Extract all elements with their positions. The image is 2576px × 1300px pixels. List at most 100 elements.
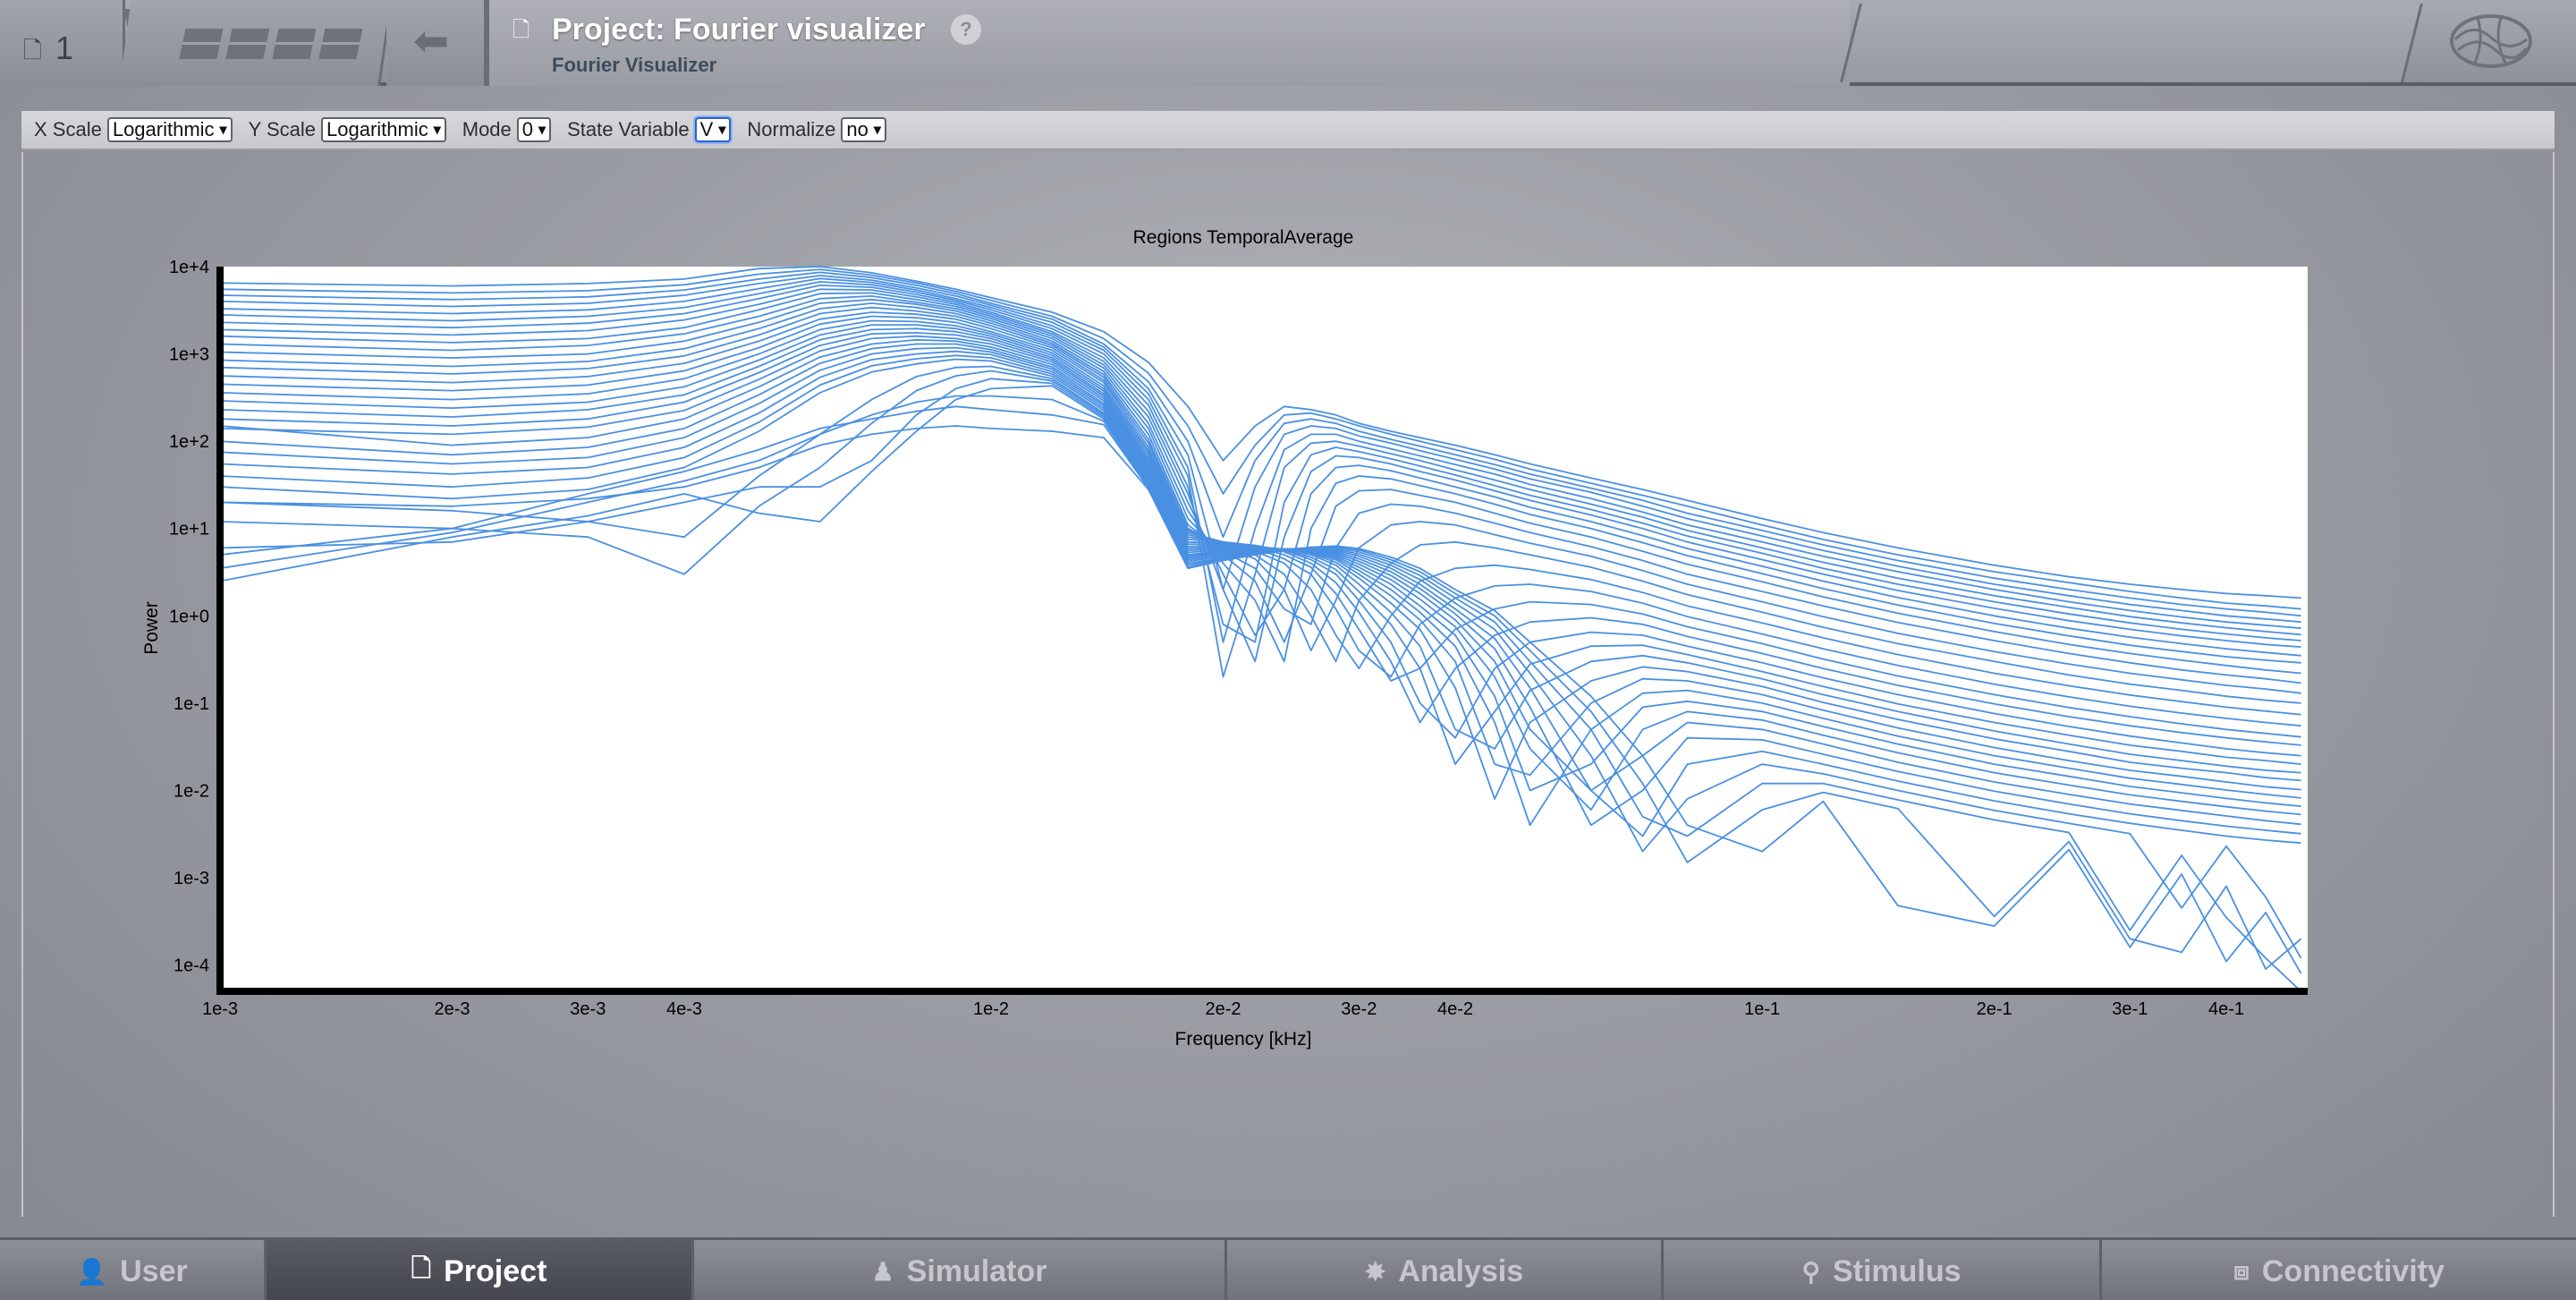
series-line-31	[219, 395, 2302, 992]
tile-icon	[318, 29, 363, 59]
series-line-22	[219, 343, 2301, 800]
bottom-navigation: 👤 User 🗋 Project ♟ Simulator ✸ Analysis …	[0, 1237, 2576, 1300]
series-line-20	[219, 335, 2301, 765]
series-line-23	[219, 346, 2301, 791]
x-scale-select[interactable]: Logarithmic ▾	[106, 117, 233, 142]
series-line-27	[219, 365, 2301, 826]
nav-connectivity-label: Connectivity	[2261, 1253, 2445, 1288]
y-tick-label: 1e+4	[169, 258, 209, 277]
project-document-icon: 🗋	[513, 18, 530, 42]
y-tick-label: 1e+2	[169, 432, 209, 452]
page-title: Project: Fourier visualizer	[552, 13, 926, 47]
location-pin-icon: ⚲	[1801, 1257, 1820, 1286]
x-tick-label: 2e-2	[1205, 999, 1241, 1019]
chevron-down-icon: ▾	[718, 123, 726, 138]
state-variable-label: State Variable	[567, 118, 690, 140]
series-line-5	[219, 277, 2301, 643]
x-tick-label: 2e-1	[1977, 999, 2012, 1019]
series-line-6	[219, 281, 2301, 678]
nav-project-label: Project	[444, 1253, 547, 1288]
mode-select[interactable]: 0 ▾	[516, 117, 552, 142]
y-tick-label: 1e-3	[174, 869, 209, 888]
chevron-down-icon: ▾	[873, 123, 881, 138]
nav-user-label: User	[120, 1253, 188, 1288]
x-tick-label: 3e-2	[1341, 999, 1377, 1019]
tile-icon	[225, 29, 270, 59]
plot-toolbar: X Scale Logarithmic ▾ Y Scale Logarithmi…	[21, 111, 2555, 150]
y-scale-label: Y Scale	[248, 118, 316, 140]
x-tick-label: 4e-1	[2208, 999, 2244, 1019]
page-subtitle: Fourier Visualizer	[552, 54, 717, 76]
y-tick-label: 1e+0	[169, 607, 209, 626]
series-line-17	[219, 324, 2301, 738]
y-tick-label: 1e-4	[174, 956, 209, 976]
nav-simulator-label: Simulator	[906, 1253, 1047, 1288]
mode-label: Mode	[462, 118, 512, 140]
x-scale-control: X Scale Logarithmic ▾	[34, 117, 233, 142]
series-line-12	[219, 302, 2301, 684]
x-axis-label: Frequency [kHz]	[1175, 1029, 1312, 1049]
project-counter[interactable]: 🗋 1	[0, 0, 125, 86]
normalize-control: Normalize no ▾	[747, 117, 886, 142]
series-line-33	[219, 425, 2302, 974]
series-line-32	[219, 405, 2302, 970]
series-line-1	[219, 266, 2301, 599]
connectivity-icon: ⧈	[2233, 1256, 2250, 1285]
project-counter-value: 1	[55, 30, 74, 66]
y-scale-select[interactable]: Logarithmic ▾	[321, 117, 446, 142]
user-icon: 👤	[76, 1257, 108, 1286]
normalize-label: Normalize	[747, 118, 836, 140]
series-line-4	[219, 275, 2301, 624]
gear-icon: ✸	[1364, 1257, 1386, 1286]
nav-user[interactable]: 👤 User	[0, 1240, 267, 1300]
series-line-16	[219, 319, 2301, 727]
x-tick-label: 3e-3	[570, 999, 606, 1019]
help-icon[interactable]: ?	[951, 14, 981, 45]
document-icon: 🗋	[23, 37, 42, 64]
nav-analysis-label: Analysis	[1398, 1253, 1524, 1288]
tile-icon	[179, 29, 224, 59]
x-scale-label: X Scale	[34, 118, 102, 140]
normalize-select[interactable]: no ▾	[841, 117, 886, 142]
nav-connectivity[interactable]: ⧈ Connectivity	[2102, 1240, 2576, 1300]
x-tick-label: 4e-3	[666, 999, 702, 1019]
plot-area	[220, 267, 2308, 990]
series-line-7	[219, 284, 2301, 643]
series-line-3	[219, 271, 2301, 617]
x-scale-value: Logarithmic	[112, 118, 215, 140]
y-scale-value: Logarithmic	[326, 118, 428, 140]
series-line-15	[219, 315, 2301, 716]
brain-logo-icon[interactable]	[2442, 13, 2540, 70]
nav-stimulus[interactable]: ⚲ Stimulus	[1664, 1240, 2102, 1300]
series-line-21	[219, 338, 2301, 774]
mode-value: 0	[521, 118, 534, 140]
back-arrow-icon: ⬅	[413, 18, 450, 65]
x-tick-label: 4e-2	[1437, 999, 1473, 1019]
nav-simulator[interactable]: ♟ Simulator	[694, 1240, 1227, 1300]
nav-analysis[interactable]: ✸ Analysis	[1227, 1240, 1664, 1300]
series-line-18	[219, 327, 2301, 746]
y-tick-label: 1e+1	[169, 520, 209, 540]
header-right-panel	[1840, 4, 2423, 82]
visualizer-panel: Regions TemporalAverage 1e-3 2e-3 3e-3 4e-3…	[21, 152, 2555, 1217]
chevron-down-icon: ▾	[538, 123, 547, 138]
y-axis-label: Power	[141, 601, 162, 655]
x-tick-label: 1e-1	[1744, 999, 1780, 1019]
y-scale-control: Y Scale Logarithmic ▾	[249, 117, 446, 142]
simulator-icon: ♟	[871, 1257, 894, 1286]
nav-project[interactable]: 🗋 Project	[267, 1240, 694, 1300]
workspace-tiles[interactable]	[119, 0, 393, 86]
state-variable-select[interactable]: V ▾	[694, 117, 732, 142]
mode-control: Mode 0 ▾	[462, 117, 552, 142]
series-line-2	[219, 268, 2301, 610]
x-tick-label: 3e-1	[2112, 999, 2148, 1019]
series-line-10	[219, 294, 2301, 664]
fourier-chart[interactable]: Regions TemporalAverage 1e-3 2e-3 3e-3 4e-3…	[23, 152, 2556, 1217]
y-tick-label: 1e+3	[169, 345, 209, 365]
y-tick-label: 1e-2	[174, 782, 209, 802]
series-line-25	[219, 354, 2301, 807]
series-line-29	[219, 378, 2301, 845]
back-button[interactable]: ⬅	[386, 0, 487, 86]
series-line-8	[219, 288, 2301, 663]
title-area: 🗋 Project: Fourier visualizer ? Fourier …	[487, 0, 1850, 86]
